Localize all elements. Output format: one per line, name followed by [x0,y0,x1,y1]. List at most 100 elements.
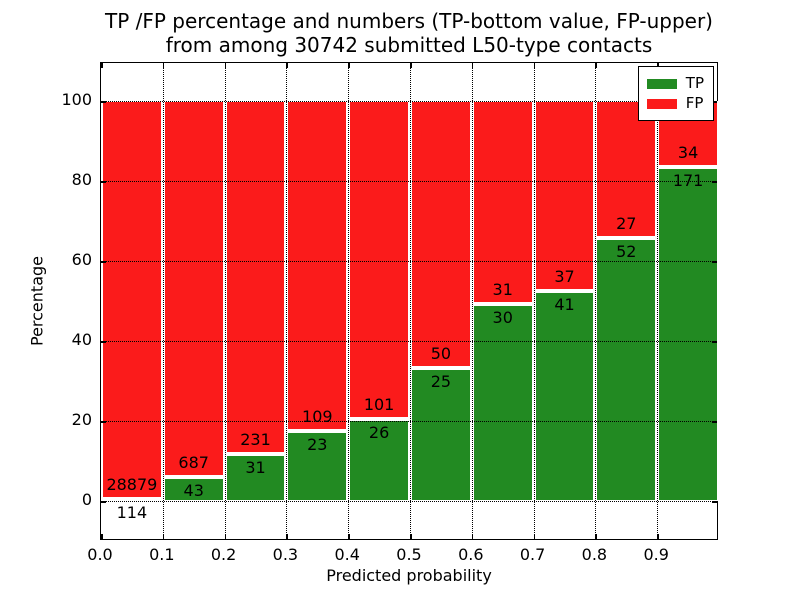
bar-segment-fp [287,101,348,432]
fp-count-label: 687 [178,453,209,473]
tp-count-label: 171 [672,171,704,191]
fp-count-label: 231 [240,429,271,449]
x-tick-mark [657,534,659,539]
bar-segment-tp [596,237,657,501]
legend: TP FP [637,66,714,121]
fp-count-label: 101 [363,395,395,415]
tp-count-label: 114 [116,503,148,523]
fp-count-label: 109 [302,407,333,427]
bar-segment-tp [287,431,348,501]
histogram-bin [101,63,163,539]
x-tick-mark-top [657,63,659,68]
y-tick-mark [101,181,106,183]
x-tick-mark-top [101,63,103,68]
chart-title-line2: from among 30742 submitted L50-type cont… [165,33,653,57]
x-tick-mark [533,534,536,539]
bar-segment-fp [225,101,286,454]
tp-count-label: 26 [368,423,390,443]
x-tick-mark [471,534,474,539]
fp-count-label: 28879 [106,475,158,495]
y-tick-label: 80 [71,170,92,189]
x-tick-label: 0.6 [458,545,484,564]
gridline-vertical [224,63,226,539]
x-tick-mark [224,534,227,539]
histogram-bin [286,63,348,539]
y-tick-mark [101,261,106,263]
x-tick-mark [162,534,165,539]
bar-segment-tp [411,367,471,501]
bar-segment-fp [411,101,471,368]
bar-segment-tp [534,290,595,501]
bar-segment-fp [163,101,224,478]
bar-segment-tp [658,167,718,501]
fp-count-label: 27 [616,213,637,233]
x-tick-mark-top [471,63,474,68]
bar-segment-tp [163,477,224,501]
x-tick-mark-top [348,63,350,68]
chart-title-line1: TP /FP percentage and numbers (TP-bottom… [105,9,713,33]
histogram-bin [348,63,410,539]
x-tick-label: 0.5 [396,545,422,564]
y-tick-mark-right [712,341,717,343]
legend-label-tp: TP [685,74,704,92]
gridline-vertical [410,63,411,539]
histogram-bin [472,63,534,539]
y-tick-mark-right [712,501,717,503]
histogram-bin [657,63,719,539]
x-tick-mark-top [410,63,412,68]
gridline-horizontal [101,101,717,102]
tp-count-label: 25 [430,371,452,391]
y-tick-mark [101,101,106,103]
bar-segment-fp [534,101,595,291]
legend-item-fp: FP [646,95,704,112]
y-tick-mark-right [712,421,717,423]
y-tick-label: 100 [61,90,92,109]
x-tick-mark [101,534,103,539]
gridline-vertical [533,63,535,539]
gridline-vertical [657,63,659,539]
y-tick-label: 0 [81,490,92,509]
bar-segment-tp [472,304,533,501]
histogram-bin [595,63,657,539]
bar-segment-tp [225,453,286,501]
x-tick-label: 0.4 [334,545,360,564]
x-axis-label: Predicted probability [326,566,492,585]
x-tick-mark [286,534,288,539]
y-tick-mark-right [712,181,717,183]
y-tick-label: 40 [71,330,92,349]
plot-inner: 28879 114 687 43 231 31 109 23 101 26 50 25 31 30 37 41… [101,63,719,539]
gridline-horizontal [101,181,717,182]
fp-count-label: 37 [554,266,575,286]
bar-segment-fp [349,101,409,420]
y-tick-mark [101,341,106,343]
histogram-bin [225,63,287,539]
x-tick-label: 0.9 [643,545,669,564]
y-tick-label: 60 [71,250,92,269]
gridline-vertical [595,63,597,539]
x-tick-mark-top [224,63,227,68]
bar-segment-tp [349,419,409,501]
tp-count-label: 52 [616,241,637,261]
y-tick-mark-right [712,261,717,263]
gridline-horizontal [101,421,717,422]
x-tick-label: 0.2 [210,545,237,564]
x-tick-mark [595,534,597,539]
bar-segment-fp [472,101,533,305]
x-tick-mark-top [595,63,597,68]
y-tick-label: 20 [71,410,92,429]
x-tick-label: 0.0 [87,545,113,564]
tp-count-label: 41 [554,294,575,314]
tp-swatch-icon [646,78,677,89]
fp-count-label: 34 [677,143,699,163]
y-tick-mark [101,501,106,503]
gridline-vertical [286,63,288,539]
legend-item-tp: TP [646,74,704,92]
x-tick-mark [348,534,350,539]
gridline-horizontal [101,341,717,342]
histogram-bin [534,63,596,539]
x-tick-label: 0.3 [272,545,299,564]
gridline-vertical [471,63,473,539]
fp-swatch-icon [646,98,677,109]
y-tick-mark-right [712,101,717,103]
